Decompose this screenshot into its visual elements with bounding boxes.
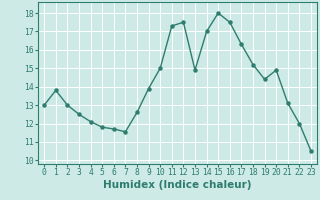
X-axis label: Humidex (Indice chaleur): Humidex (Indice chaleur) bbox=[103, 180, 252, 190]
